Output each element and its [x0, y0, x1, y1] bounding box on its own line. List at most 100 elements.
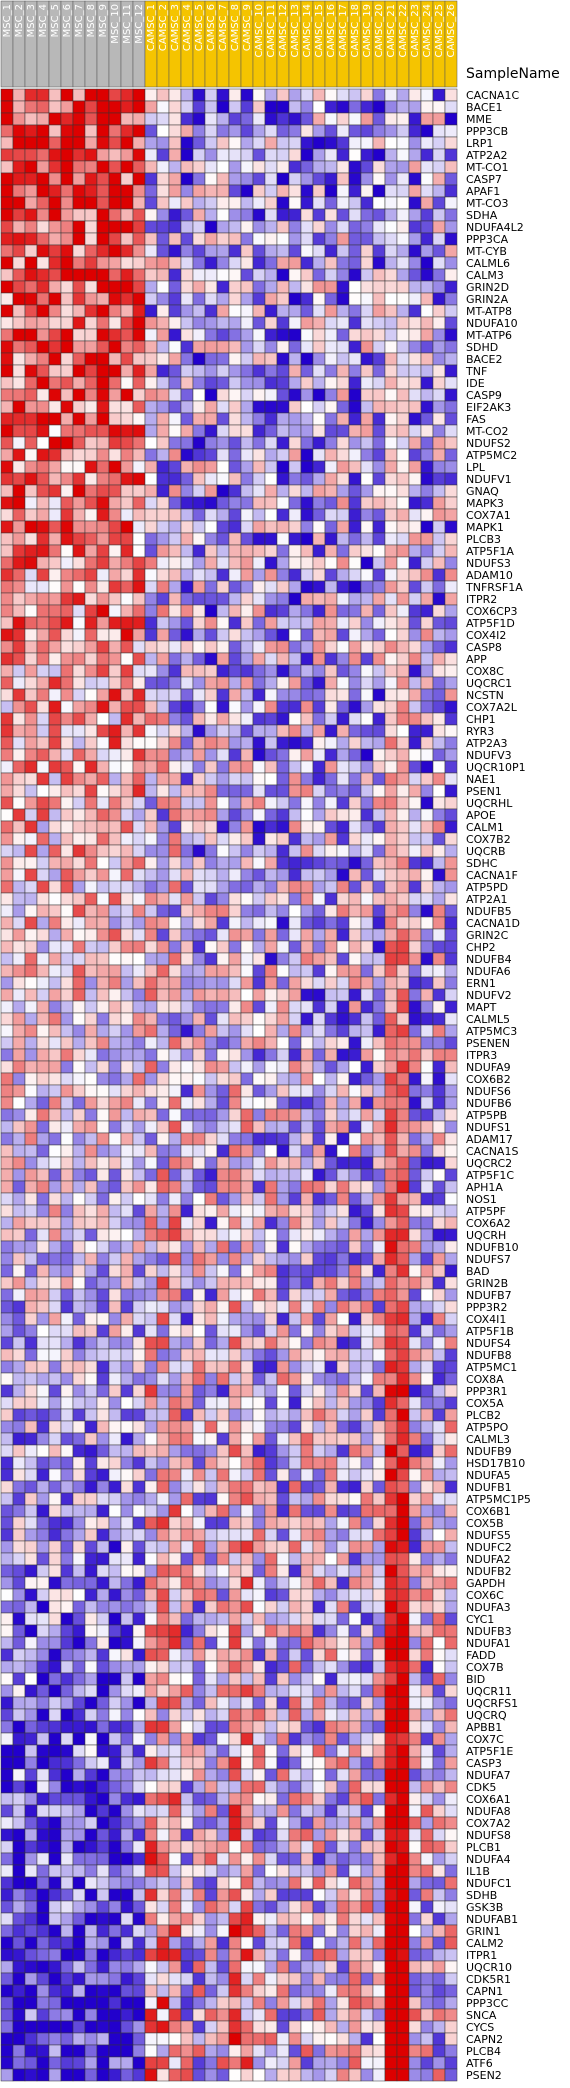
cell-ndufb7-msc_11 — [120, 1288, 134, 1302]
cell-lrp1-camsc_6 — [204, 136, 218, 150]
cell-cox6cp3-camsc_14 — [300, 604, 314, 618]
cell-plcb2-camsc_15 — [312, 1408, 326, 1422]
cell-calm3-camsc_12 — [276, 268, 290, 282]
cell-ncstn-msc_2 — [12, 688, 26, 702]
cell-adam10-camsc_17 — [336, 568, 350, 582]
cell-ndufa4l2-camsc_11 — [264, 220, 278, 234]
cell-atp5mc1-msc_11 — [120, 1360, 134, 1374]
cell-ndufa5-msc_8 — [84, 1468, 98, 1482]
cell-mapk3-camsc_21 — [384, 496, 398, 510]
cell-atp5pd-camsc_21 — [384, 880, 398, 894]
cell-uqcrc2-msc_1 — [0, 1156, 14, 1170]
cell-ndufa10-camsc_5 — [192, 316, 206, 330]
cell-atp2a1-camsc_21 — [384, 892, 398, 906]
cell-ndufb10-camsc_21 — [384, 1240, 398, 1254]
cell-gapdh-camsc_20 — [372, 1576, 386, 1590]
cell-apoe-camsc_20 — [372, 808, 386, 822]
cell-ncstn-camsc_25 — [432, 688, 446, 702]
cell-plcb2-camsc_2 — [156, 1408, 170, 1422]
cell-atp5f1b-camsc_26 — [444, 1324, 458, 1338]
cell-apoe-camsc_17 — [336, 808, 350, 822]
column-label-camsc_4: CAMSC_4 — [182, 4, 193, 51]
cell-bad-camsc_8 — [228, 1264, 242, 1278]
cell-mt-co1-camsc_14 — [300, 160, 314, 174]
cell-ndufb10-msc_9 — [96, 1240, 110, 1254]
cell-ndufc2-camsc_17 — [336, 1540, 350, 1554]
cell-ppp3ca-msc_12 — [132, 232, 146, 246]
cell-fas-camsc_13 — [288, 412, 302, 426]
cell-ndufs5-msc_5 — [48, 1528, 62, 1542]
cell-uqcrc1-camsc_3 — [168, 676, 182, 690]
cell-cox6a2-camsc_2 — [156, 1216, 170, 1230]
cell-chp2-msc_11 — [120, 940, 134, 954]
cell-ndufs4-camsc_13 — [288, 1336, 302, 1350]
cell-casp7-msc_5 — [48, 172, 62, 186]
cell-calm3-camsc_14 — [300, 268, 314, 282]
cell-ndufv3-camsc_1 — [144, 748, 158, 762]
cell-atp5f1d-camsc_16 — [324, 616, 338, 630]
cell-mt-atp6-camsc_12 — [276, 328, 290, 342]
cell-uqcr10p1-camsc_4 — [180, 760, 194, 774]
cell-atp5po-camsc_7 — [216, 1420, 230, 1434]
cell-cox6b2-camsc_17 — [336, 1072, 350, 1086]
cell-uqcrhl-camsc_21 — [384, 796, 398, 810]
cell-gapdh-camsc_1 — [144, 1576, 158, 1590]
cell-ern1-msc_6 — [60, 976, 74, 990]
cell-mme-camsc_11 — [264, 112, 278, 126]
cell-casp7-camsc_3 — [168, 172, 182, 186]
cell-ndufs1-msc_2 — [12, 1120, 26, 1134]
cell-ndufs7-camsc_2 — [156, 1252, 170, 1266]
cell-mt-co2-camsc_2 — [156, 424, 170, 438]
cell-sdhc-msc_7 — [72, 856, 86, 870]
cell-app-camsc_3 — [168, 652, 182, 666]
cell-casp9-msc_6 — [60, 388, 74, 402]
cell-ndufc2-msc_2 — [12, 1540, 26, 1554]
cell-ndufs4-msc_2 — [12, 1336, 26, 1350]
cell-ndufs1-camsc_22 — [396, 1120, 410, 1134]
cell-grin2b-camsc_20 — [372, 1276, 386, 1290]
cell-grin2a-msc_11 — [120, 292, 134, 306]
cell-mt-co2-camsc_15 — [312, 424, 326, 438]
cell-ppp3r1-camsc_9 — [240, 1384, 254, 1398]
cell-grin2a-camsc_25 — [432, 292, 446, 306]
cell-atp5mc3-camsc_10 — [252, 1024, 266, 1038]
cell-ndufs4-camsc_11 — [264, 1336, 278, 1350]
cell-calm1-msc_7 — [72, 820, 86, 834]
cell-bad-camsc_18 — [348, 1264, 362, 1278]
cell-atp5f1d-camsc_4 — [180, 616, 194, 630]
cell-mt-co1-msc_3 — [24, 160, 38, 174]
cell-mt-atp8-msc_9 — [96, 304, 110, 318]
cell-atp2a3-camsc_23 — [408, 736, 422, 750]
cell-cox8c-camsc_13 — [288, 664, 302, 678]
cell-calml6-camsc_5 — [192, 256, 206, 270]
cell-mt-cyb-camsc_13 — [288, 244, 302, 258]
cell-app-camsc_13 — [288, 652, 302, 666]
cell-cacna1d-camsc_11 — [264, 916, 278, 930]
cell-uqcrhl-msc_2 — [12, 796, 26, 810]
cell-ndufa3-msc_12 — [132, 1600, 146, 1614]
cell-cox7b2-camsc_10 — [252, 832, 266, 846]
cell-casp9-camsc_7 — [216, 388, 230, 402]
cell-uqcrhl-camsc_9 — [240, 796, 254, 810]
cell-ncstn-camsc_18 — [348, 688, 362, 702]
cell-grin2c-camsc_16 — [324, 928, 338, 942]
cell-grin2a-msc_10 — [108, 292, 122, 306]
cell-mapt-camsc_13 — [288, 1000, 302, 1014]
cell-atp2a3-camsc_10 — [252, 736, 266, 750]
cell-casp8-camsc_10 — [252, 640, 266, 654]
cell-mt-co3-camsc_11 — [264, 196, 278, 210]
cell-ncstn-camsc_21 — [384, 688, 398, 702]
cell-ndufb5-camsc_1 — [144, 904, 158, 918]
cell-uqcrhl-camsc_17 — [336, 796, 350, 810]
cell-ndufs5-camsc_11 — [264, 1528, 278, 1542]
cell-ndufa1-camsc_5 — [192, 1636, 206, 1650]
cell-cox6b2-camsc_10 — [252, 1072, 266, 1086]
cell-atp5pb-msc_3 — [24, 1108, 38, 1122]
cell-uqcr10p1-camsc_7 — [216, 760, 230, 774]
cell-fas-camsc_24 — [420, 412, 434, 426]
cell-grin2b-msc_11 — [120, 1276, 134, 1290]
cell-atp5f1b-msc_11 — [120, 1324, 134, 1338]
cell-cox6c-camsc_8 — [228, 1588, 242, 1602]
cell-grin2a-msc_12 — [132, 292, 146, 306]
cell-sdhc-msc_10 — [108, 856, 122, 870]
